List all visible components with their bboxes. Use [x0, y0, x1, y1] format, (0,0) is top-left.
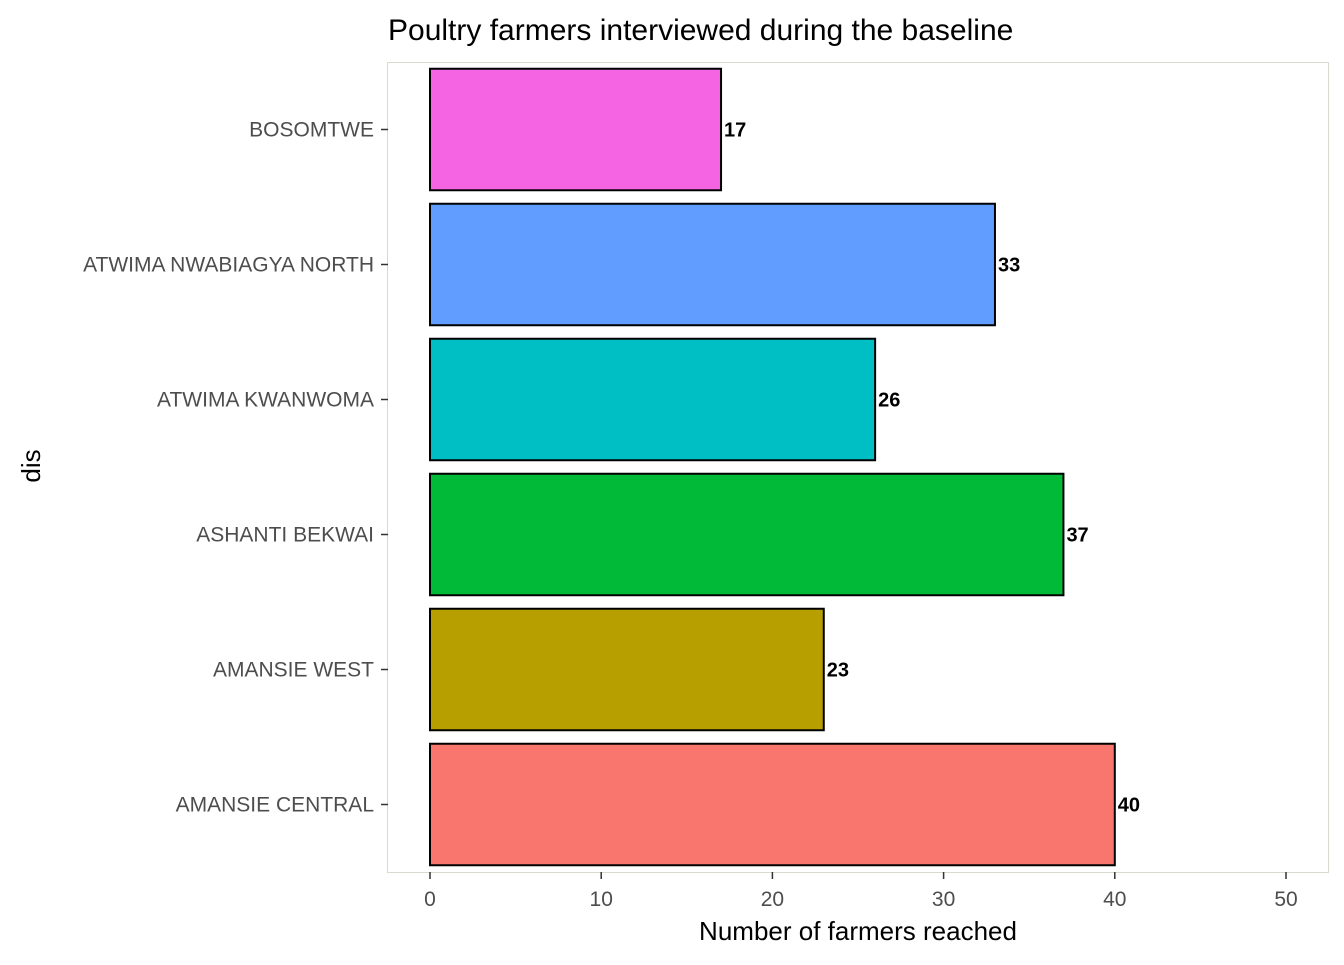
- bar: [429, 337, 877, 462]
- x-tick-label: 40: [1103, 888, 1126, 911]
- plot-panel-border: [387, 62, 1329, 873]
- bar: [429, 742, 1116, 867]
- y-axis-title: dis: [16, 449, 46, 482]
- category-axis: AMANSIE CENTRAL AMANSIE WEST ASHANTI BEKWA…: [83, 119, 388, 817]
- bars-group: 40 23 37 26 33 17: [429, 67, 1140, 867]
- category-label: BOSOMTWE: [249, 119, 374, 142]
- category-label: AMANSIE WEST: [213, 659, 374, 682]
- data-label: 26: [878, 390, 900, 412]
- chart-title: Poultry farmers interviewed during the b…: [388, 14, 1013, 47]
- category-label: ASHANTI BEKWAI: [196, 524, 374, 547]
- category-label: AMANSIE CENTRAL: [176, 794, 374, 817]
- bar: [429, 472, 1065, 597]
- category-label: ATWIMA KWANWOMA: [157, 389, 374, 412]
- bar: [429, 202, 996, 327]
- x-tick-label: 30: [932, 888, 955, 911]
- x-tick-label: 20: [761, 888, 784, 911]
- x-axis-title: Number of farmers reached: [699, 916, 1017, 946]
- data-label: 40: [1118, 795, 1140, 817]
- category-label: ATWIMA NWABIAGYA NORTH: [83, 254, 374, 277]
- data-label: 37: [1066, 525, 1088, 547]
- x-tick-label: 10: [590, 888, 613, 911]
- data-label: 23: [827, 660, 849, 682]
- bar: [429, 67, 723, 192]
- data-label: 17: [724, 120, 746, 142]
- bar: [429, 607, 825, 732]
- data-label: 33: [998, 255, 1020, 277]
- value-axis: 0 10 20 30 40 50: [424, 872, 1298, 911]
- x-tick-label: 50: [1274, 888, 1297, 911]
- x-tick-label: 0: [424, 888, 436, 911]
